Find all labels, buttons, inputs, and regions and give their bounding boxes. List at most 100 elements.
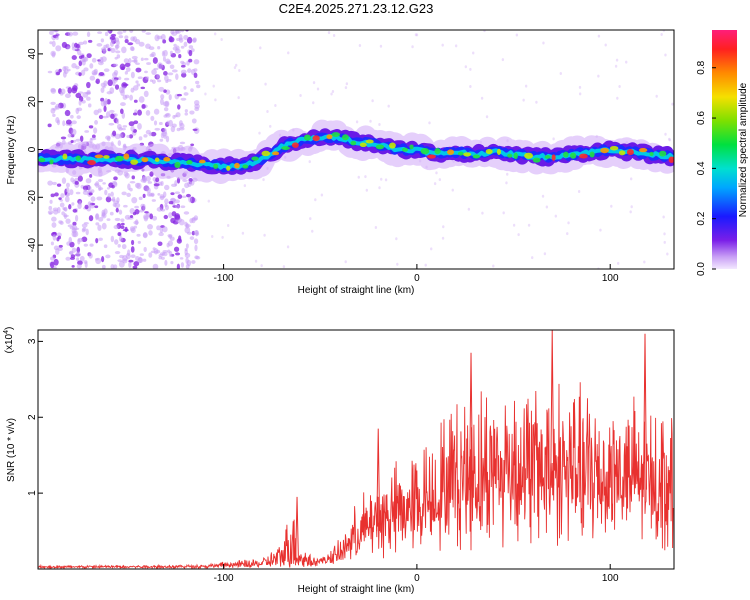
spectrogram-noise-speck	[149, 171, 154, 177]
spectrogram-noise-speck	[274, 104, 277, 108]
spectrogram-noise-speck	[164, 259, 168, 266]
spectrogram-noise-speck	[129, 215, 134, 219]
spectrogram-hotspot	[563, 151, 569, 158]
spectrogram-noise-speck	[194, 232, 200, 236]
spectrogram-noise-speck	[660, 33, 663, 37]
spectrogram-noise-speck	[150, 131, 157, 137]
spectrogram-noise-speck	[162, 191, 167, 198]
spectrogram-noise-speck	[243, 184, 247, 188]
spectrogram-noise-speck	[131, 239, 135, 246]
spectrogram-noise-speck	[50, 87, 56, 93]
snr-xtick-label: 0	[414, 573, 420, 584]
spectrogram-noise-speck	[83, 40, 88, 45]
snr-marks	[38, 330, 674, 569]
spectrogram-noise-speck	[171, 69, 178, 73]
spectrogram-noise-speck	[118, 209, 123, 215]
spectrogram-noise-speck	[55, 45, 62, 52]
spectrogram-noise-speck	[122, 228, 129, 232]
spectrogram-noise-speck	[543, 252, 547, 256]
spectrogram-noise-speck	[610, 204, 613, 208]
spectrogram-noise-speck	[71, 128, 77, 136]
spectrogram-noise-speck	[123, 58, 129, 64]
spectrogram-noise-speck	[438, 178, 442, 182]
spectrogram-noise-speck	[164, 198, 169, 205]
spectrogram-noise-speck	[174, 204, 180, 209]
spectrogram-noise-speck	[153, 183, 160, 187]
spectrogram-noise-speck	[84, 204, 89, 210]
spectrogram-noise-speck	[189, 236, 195, 240]
spectrogram-noise-speck	[65, 187, 70, 193]
spectrogram-noise-speck	[157, 241, 163, 246]
spectrogram-noise-speck	[107, 193, 111, 198]
spectrogram-noise-speck	[517, 233, 520, 237]
spectrogram-noise-speck	[118, 127, 123, 131]
spectrogram-noise-speck	[97, 31, 103, 34]
spectrogram-noise-speck	[132, 112, 138, 116]
spectrogram-noise-speck	[160, 94, 165, 100]
spectrogram-noise-speck	[127, 249, 131, 257]
spectrogram-noise-speck	[165, 135, 170, 143]
spectrogram-noise-speck	[433, 182, 437, 186]
spectrogram-noise-speck	[55, 36, 59, 40]
spectrogram-noise-speck	[163, 107, 169, 112]
spectrogram-noise-speck	[114, 217, 121, 222]
spectrogram-noise-speck	[170, 261, 174, 265]
spectrogram-hotspot	[638, 148, 648, 153]
spectrogram-noise-speck	[269, 124, 272, 128]
spectrogram-marks	[38, 30, 674, 269]
spectrogram-noise-speck	[164, 203, 168, 208]
spectrogram-noise-speck	[57, 235, 62, 240]
spectrogram-noise-speck	[165, 58, 171, 64]
spectrogram-noise-speck	[169, 236, 175, 241]
spectrogram-noise-speck	[101, 256, 105, 263]
spectrogram-noise-speck	[113, 69, 119, 76]
spectrogram-noise-speck	[84, 130, 90, 133]
spectrogram-noise-speck	[72, 230, 79, 238]
spectrogram-noise-speck	[578, 92, 582, 96]
spectrogram-noise-speck	[147, 224, 153, 230]
spectrogram-noise-speck	[128, 121, 135, 127]
spectrogram-noise-speck	[160, 256, 165, 260]
spectrogram-noise-speck	[578, 85, 582, 89]
colorbar-gradient	[712, 30, 737, 269]
spectrogram-noise-speck	[117, 232, 122, 236]
spectrogram-hotspot	[331, 132, 341, 137]
spectrogram-noise-speck	[72, 31, 79, 36]
spectrogram-noise-speck	[196, 84, 201, 89]
spectrogram-hotspot	[389, 142, 396, 149]
spectrogram-hotspot	[226, 165, 231, 171]
spectrogram-noise-speck	[101, 264, 106, 269]
spectrogram-noise-speck	[141, 176, 146, 181]
spectrogram-noise-speck	[93, 127, 98, 134]
spectrogram-noise-speck	[98, 184, 102, 192]
spectrogram-noise-speck	[167, 240, 173, 247]
spectrogram-noise-speck	[176, 263, 180, 269]
spectrogram-noise-speck	[163, 128, 167, 135]
spectrogram-noise-speck	[143, 246, 147, 253]
spectrogram-ytick-label: -20	[27, 190, 38, 205]
spectrogram-noise-speck	[668, 138, 672, 142]
spectrogram-noise-speck	[178, 37, 184, 43]
spectrogram-noise-speck	[157, 193, 161, 196]
spectrogram-noise-speck	[93, 109, 99, 116]
spectrogram-noise-speck	[102, 182, 106, 185]
spectrogram-noise-speck	[387, 104, 390, 108]
spectrogram-noise-speck	[67, 133, 72, 138]
spectrogram-noise-speck	[379, 44, 383, 48]
spectrogram-noise-speck	[505, 181, 508, 185]
spectrogram-noise-speck	[137, 76, 143, 80]
spectrogram-noise-speck	[138, 41, 145, 47]
spectrogram-noise-speck	[83, 67, 89, 72]
spectrogram-noise-speck	[118, 35, 124, 39]
spectrogram-noise-speck	[53, 266, 57, 269]
spectrogram-noise-speck	[60, 136, 67, 140]
spectrogram-noise-speck	[82, 227, 87, 232]
spectrogram-noise-speck	[655, 94, 658, 98]
spectrogram-noise-speck	[311, 229, 314, 233]
spectrogram-noise-speck	[121, 243, 127, 250]
spectrogram-noise-speck	[117, 76, 122, 80]
spectrogram-noise-speck	[158, 232, 164, 237]
spectrogram-noise-speck	[168, 36, 175, 43]
spectrogram-noise-speck	[371, 99, 374, 103]
spectrogram-noise-speck	[184, 221, 188, 227]
